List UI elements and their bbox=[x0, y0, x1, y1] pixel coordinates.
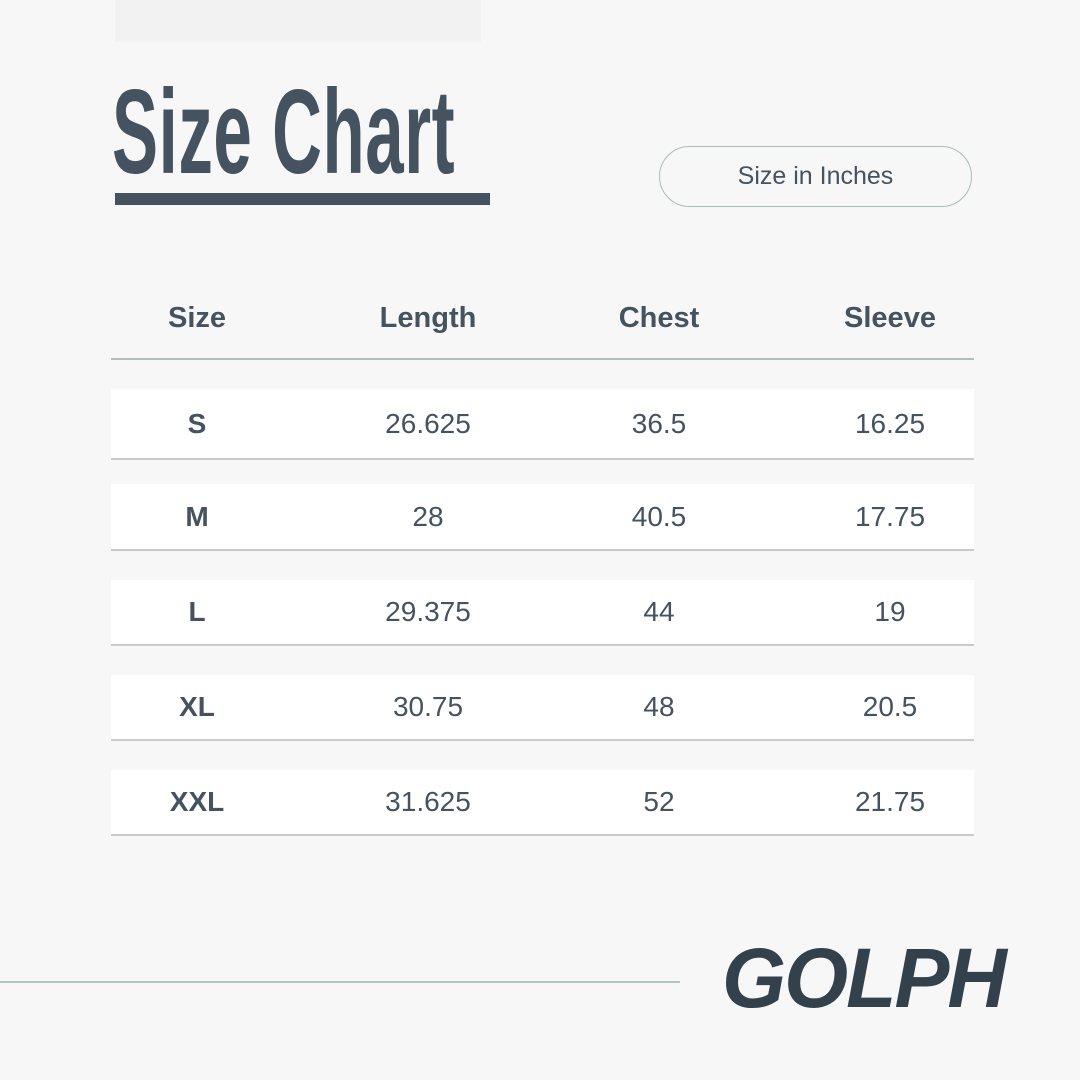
cell-chest: 40.5 bbox=[631, 500, 687, 532]
cell-sleeve: 20.5 bbox=[862, 691, 918, 722]
header-size: Size bbox=[167, 302, 227, 334]
title-underline bbox=[115, 193, 490, 205]
unit-badge: Size in Inches bbox=[659, 146, 972, 207]
table-row: XL 30.75 48 20.5 bbox=[111, 675, 974, 741]
cell-size: XXL bbox=[169, 786, 225, 817]
cell-sleeve: 21.75 bbox=[854, 786, 926, 817]
page-title: Size Chart bbox=[112, 65, 456, 199]
header-chest: Chest bbox=[618, 302, 700, 334]
table-header: Size Length Chest Sleeve bbox=[111, 290, 974, 360]
footer-divider bbox=[0, 981, 680, 983]
cell-size: M bbox=[185, 500, 209, 532]
header-sleeve: Sleeve bbox=[844, 302, 936, 334]
cell-size: XL bbox=[179, 691, 215, 722]
table-row: XXL 31.625 52 21.75 bbox=[111, 770, 974, 836]
cell-chest: 44 bbox=[643, 596, 675, 627]
cell-chest: 36.5 bbox=[631, 407, 687, 439]
cell-length: 28 bbox=[412, 500, 444, 532]
cell-chest: 52 bbox=[643, 786, 675, 817]
cell-size: L bbox=[188, 596, 206, 627]
cell-size: S bbox=[187, 407, 207, 439]
cell-sleeve: 16.25 bbox=[854, 407, 926, 439]
brand-logo: GOLPH bbox=[722, 931, 1007, 1025]
cell-length: 26.625 bbox=[385, 407, 471, 439]
table-row: M 28 40.5 17.75 bbox=[111, 484, 974, 551]
top-placeholder-box bbox=[115, 0, 481, 42]
cell-sleeve: 17.75 bbox=[854, 500, 926, 532]
cell-sleeve: 19 bbox=[874, 596, 906, 627]
cell-length: 31.625 bbox=[385, 786, 471, 817]
table-row: S 26.625 36.5 16.25 bbox=[111, 389, 974, 460]
cell-length: 30.75 bbox=[392, 691, 464, 722]
cell-chest: 48 bbox=[643, 691, 675, 722]
header-length: Length bbox=[379, 302, 477, 334]
table-row: L 29.375 44 19 bbox=[111, 580, 974, 646]
cell-length: 29.375 bbox=[385, 596, 471, 627]
